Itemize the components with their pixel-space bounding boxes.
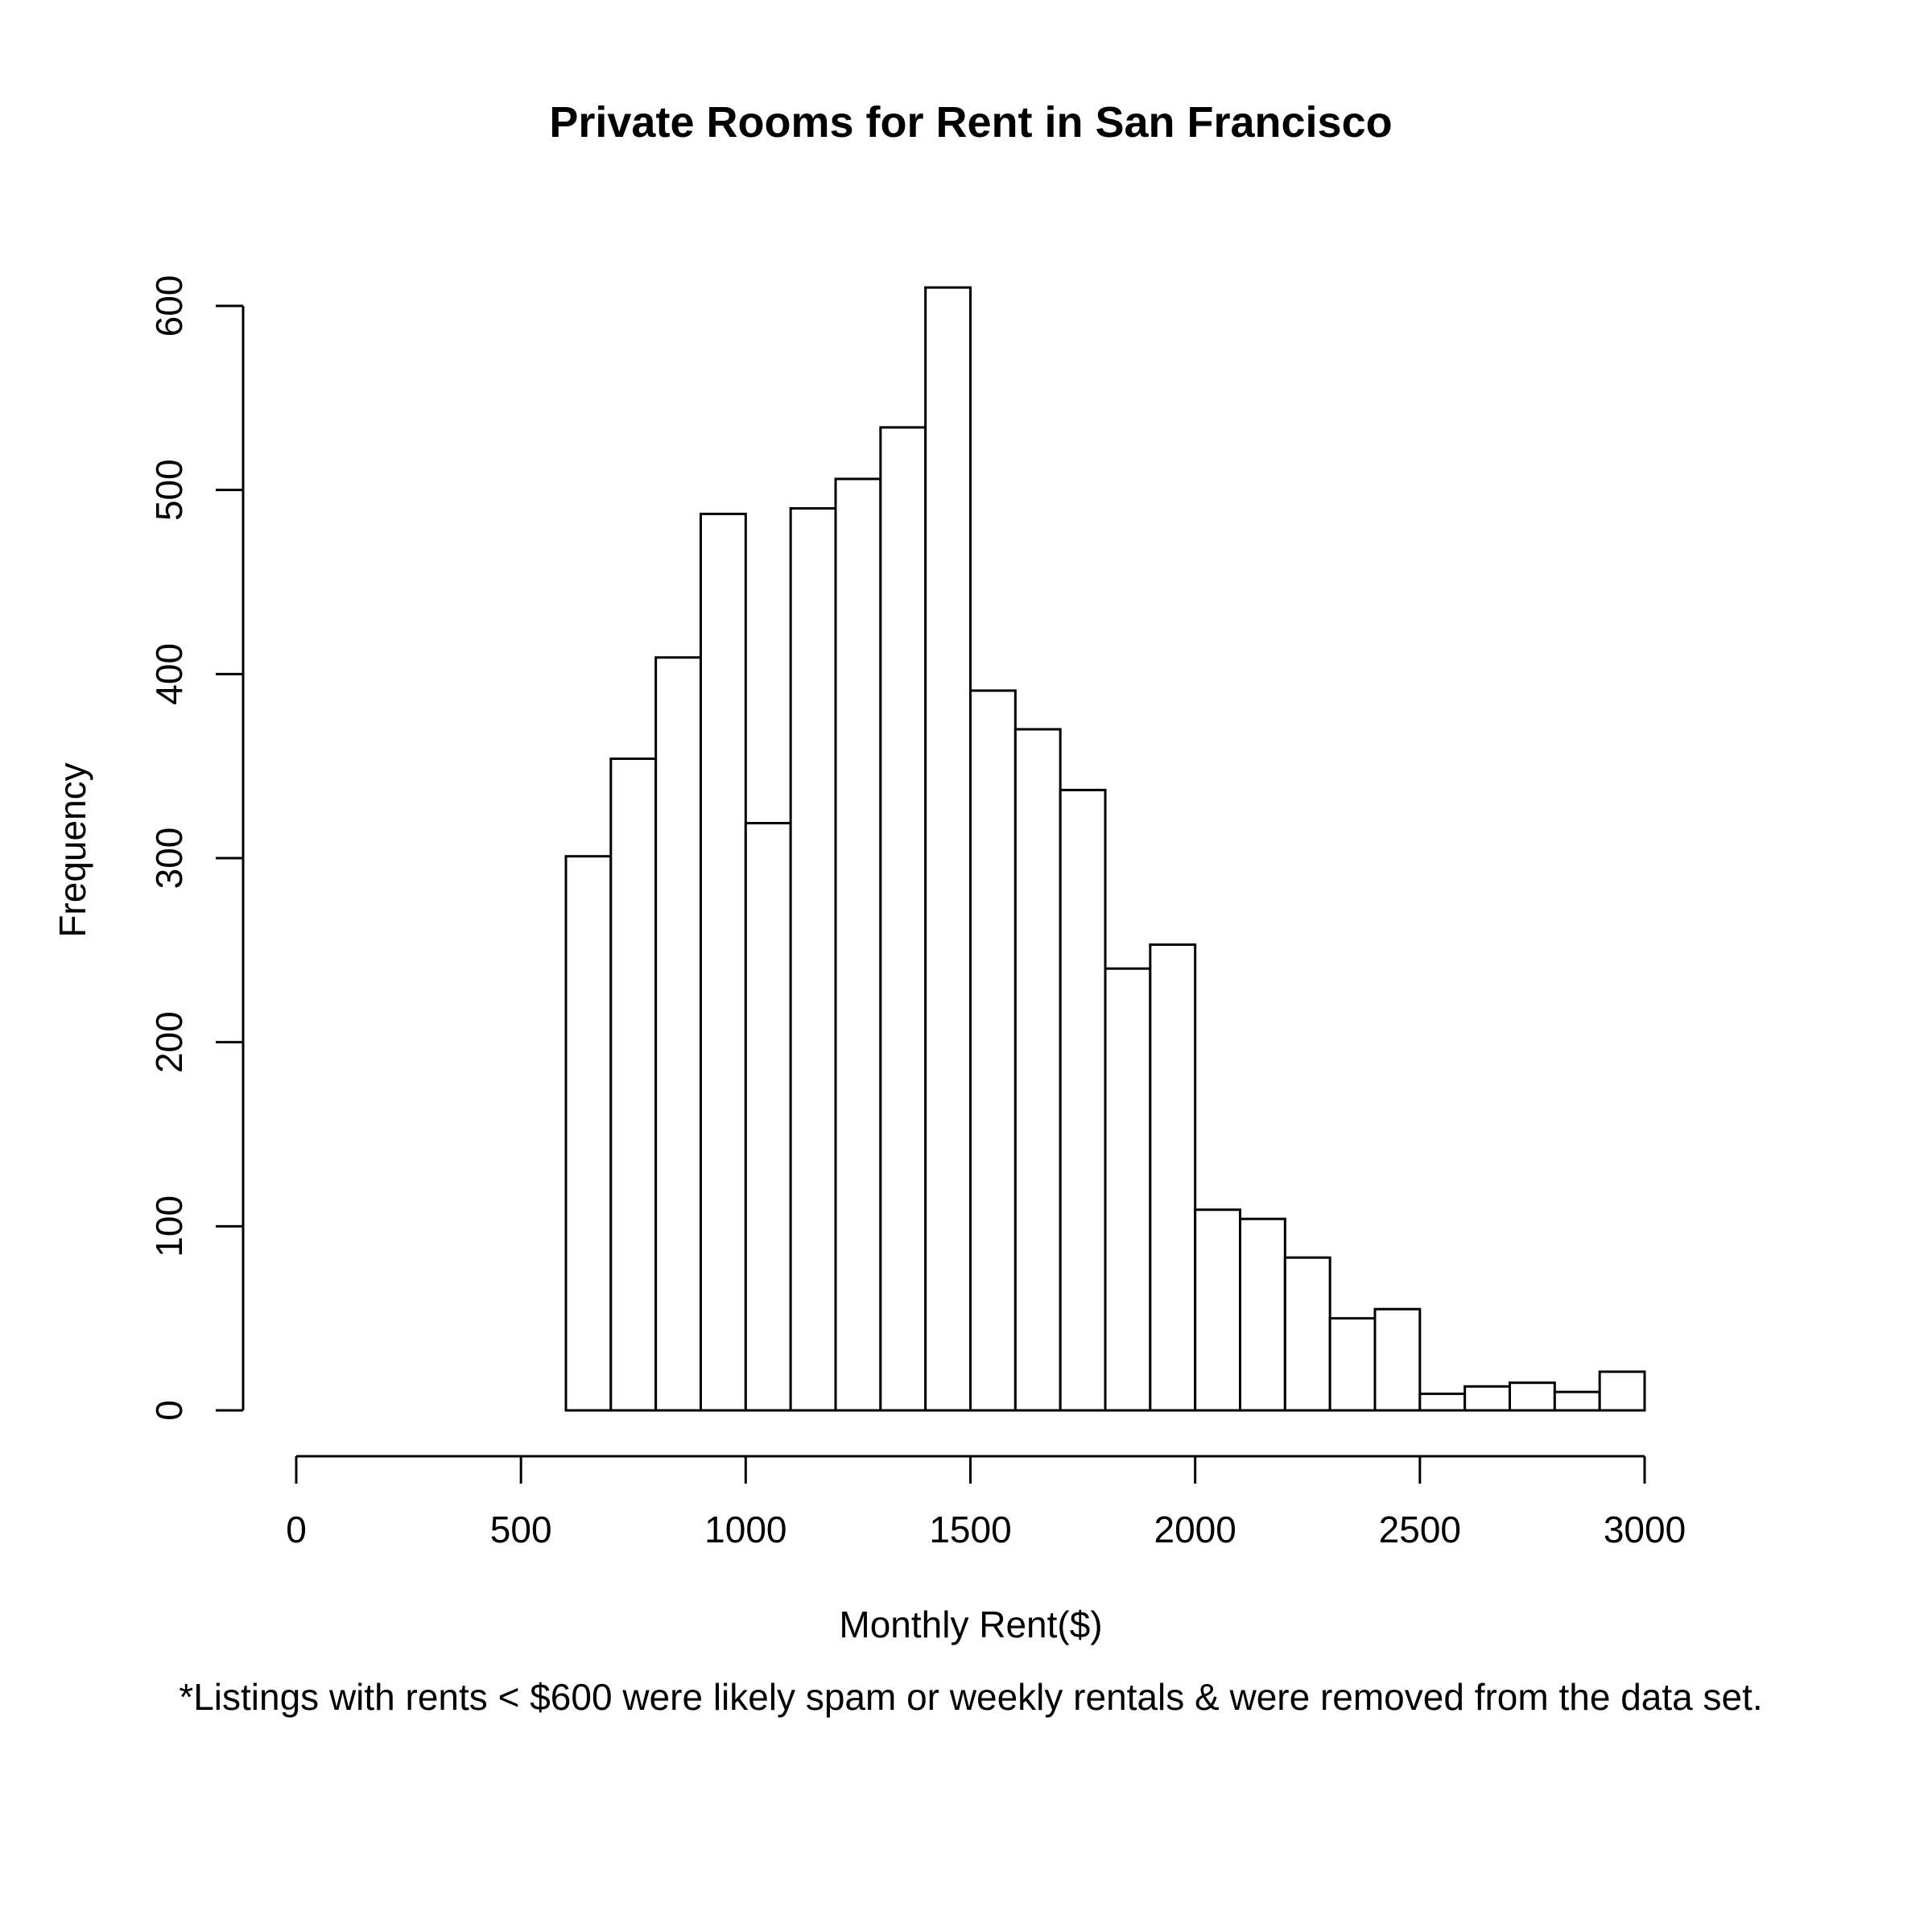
histogram-bar [654, 656, 703, 1412]
x-axis: 0 500 1000 1500 2000 2500 3000 [286, 1455, 1686, 1550]
y-tick-label: 400 [148, 643, 190, 705]
histogram-bar [1104, 967, 1152, 1412]
histogram-bar [700, 512, 747, 1412]
histogram-bars [564, 286, 1646, 1412]
histogram-bar [1013, 728, 1062, 1412]
x-tick-label: 1500 [929, 1509, 1011, 1550]
histogram-bar [1194, 1208, 1241, 1412]
histogram-bar [1418, 1392, 1467, 1412]
histogram-bar [609, 758, 658, 1412]
x-axis-label: Monthly Rent($) [839, 1604, 1102, 1645]
x-tick-label: 2500 [1379, 1509, 1461, 1550]
x-tick-label: 500 [490, 1509, 552, 1550]
histogram-bar [879, 426, 927, 1412]
y-tick-label: 0 [148, 1400, 190, 1421]
y-tick-label: 200 [148, 1011, 190, 1073]
histogram-bar [789, 507, 837, 1412]
x-tick-label: 1000 [704, 1509, 786, 1550]
y-tick-label: 600 [148, 275, 190, 337]
histogram-bar [1598, 1370, 1646, 1412]
x-tick-label: 2000 [1154, 1509, 1236, 1550]
histogram-bar [1328, 1317, 1377, 1412]
y-axis: 0 100 200 300 400 500 600 [148, 275, 245, 1421]
histogram-bar [744, 822, 792, 1412]
histogram-bar [1509, 1381, 1556, 1412]
y-axis-label: Frequency [52, 762, 93, 937]
histogram-bar [1059, 788, 1107, 1412]
histogram-bar [1283, 1256, 1331, 1412]
y-tick-label: 300 [148, 828, 190, 890]
histogram-bar [1373, 1307, 1422, 1412]
histogram-bar [924, 286, 972, 1412]
y-tick-label: 100 [148, 1195, 190, 1257]
histogram-bar [1553, 1390, 1601, 1412]
y-tick-label: 500 [148, 459, 190, 521]
histogram-bar [564, 855, 613, 1412]
histogram-bar [1239, 1217, 1286, 1412]
chart-title: Private Rooms for Rent in San Francisco [549, 98, 1392, 147]
x-tick-label: 0 [286, 1509, 307, 1550]
histogram-bar [1463, 1385, 1511, 1412]
x-tick-label: 3000 [1604, 1509, 1686, 1550]
footnote: *Listings with rents < $600 were likely … [179, 1676, 1762, 1718]
histogram-bar [834, 477, 882, 1412]
histogram-bar [969, 689, 1017, 1412]
histogram-bar [1149, 943, 1197, 1412]
